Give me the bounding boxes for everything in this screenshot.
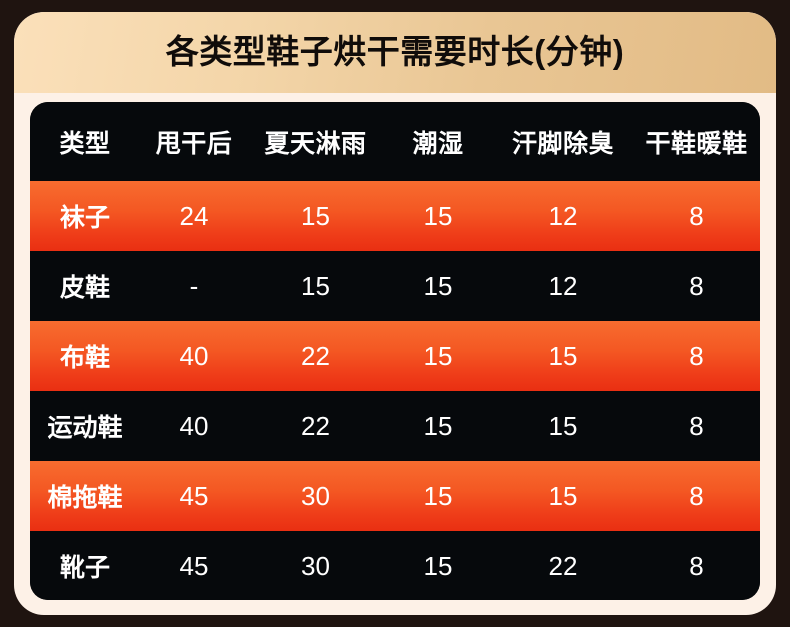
table-row: 棉拖鞋 45 30 15 15 8	[30, 461, 760, 531]
drying-time-table: 类型 甩干后 夏天淋雨 潮湿 汗脚除臭 干鞋暖鞋 袜子 24 15 15 12 …	[30, 102, 760, 600]
cell-damp: 15	[423, 340, 453, 371]
cell-damp: 15	[423, 270, 453, 301]
cell-warm-shoes: 8	[689, 480, 704, 511]
cell-damp: 15	[423, 550, 453, 581]
column-header-deodorize: 汗脚除臭	[511, 129, 614, 158]
cell-warm-shoes: 8	[689, 340, 704, 371]
cell-after-spin: 40	[179, 410, 209, 441]
table-row: 袜子 24 15 15 12 8	[30, 181, 760, 251]
cell-after-spin: 45	[179, 550, 209, 581]
cell-warm-shoes: 8	[689, 270, 704, 301]
column-header-damp: 潮湿	[412, 129, 464, 158]
cell-warm-shoes: 8	[689, 410, 704, 441]
cell-type: 棉拖鞋	[47, 484, 123, 512]
table-row: 布鞋 40 22 15 15 8	[30, 321, 760, 391]
cell-type: 运动鞋	[47, 414, 123, 442]
cell-summer-rain: 22	[301, 410, 330, 441]
cell-summer-rain: 22	[301, 340, 330, 371]
cell-type: 袜子	[59, 204, 110, 232]
column-header-type: 类型	[59, 129, 111, 158]
table-row: 靴子 45 30 15 22 8	[30, 531, 760, 600]
cell-damp: 15	[423, 200, 453, 231]
column-header-warm-shoes: 干鞋暖鞋	[645, 129, 748, 158]
table-row: 运动鞋 40 22 15 15 8	[30, 391, 760, 461]
title-bar: 各类型鞋子烘干需要时长(分钟)	[14, 12, 776, 93]
cell-deodorize: 15	[548, 480, 578, 511]
column-header-after-spin: 甩干后	[155, 129, 233, 158]
cell-damp: 15	[423, 410, 453, 441]
cell-after-spin: 40	[179, 340, 209, 371]
cell-after-spin: -	[189, 270, 199, 301]
cell-after-spin: 24	[179, 200, 209, 231]
table-header-row: 类型 甩干后 夏天淋雨 潮湿 汗脚除臭 干鞋暖鞋	[30, 102, 760, 181]
cell-deodorize: 15	[548, 340, 578, 371]
cell-summer-rain: 15	[301, 270, 330, 301]
cell-deodorize: 12	[548, 200, 578, 231]
cell-type: 靴子	[59, 554, 110, 582]
cell-deodorize: 15	[548, 410, 578, 441]
cell-warm-shoes: 8	[689, 550, 704, 581]
cell-after-spin: 45	[179, 480, 209, 511]
page-title: 各类型鞋子烘干需要时长(分钟)	[165, 33, 625, 70]
cell-warm-shoes: 8	[689, 200, 704, 231]
cell-deodorize: 12	[548, 270, 578, 301]
drying-time-table-container: 类型 甩干后 夏天淋雨 潮湿 汗脚除臭 干鞋暖鞋 袜子 24 15 15 12 …	[30, 102, 760, 600]
table-body: 袜子 24 15 15 12 8 皮鞋 - 15 15 12 8 布鞋	[30, 181, 760, 600]
table-row: 皮鞋 - 15 15 12 8	[30, 251, 760, 321]
cell-type: 皮鞋	[59, 274, 110, 302]
cell-type: 布鞋	[59, 344, 110, 372]
table-header: 类型 甩干后 夏天淋雨 潮湿 汗脚除臭 干鞋暖鞋	[30, 102, 760, 181]
column-header-summer-rain: 夏天淋雨	[264, 129, 367, 158]
info-card: 各类型鞋子烘干需要时长(分钟) 类型 甩干后 夏天淋雨 潮湿 汗脚除臭 干鞋暖鞋…	[14, 12, 776, 615]
cell-summer-rain: 30	[301, 550, 330, 581]
cell-summer-rain: 30	[301, 480, 330, 511]
cell-deodorize: 22	[548, 550, 578, 581]
cell-damp: 15	[423, 480, 453, 511]
cell-summer-rain: 15	[301, 200, 330, 231]
